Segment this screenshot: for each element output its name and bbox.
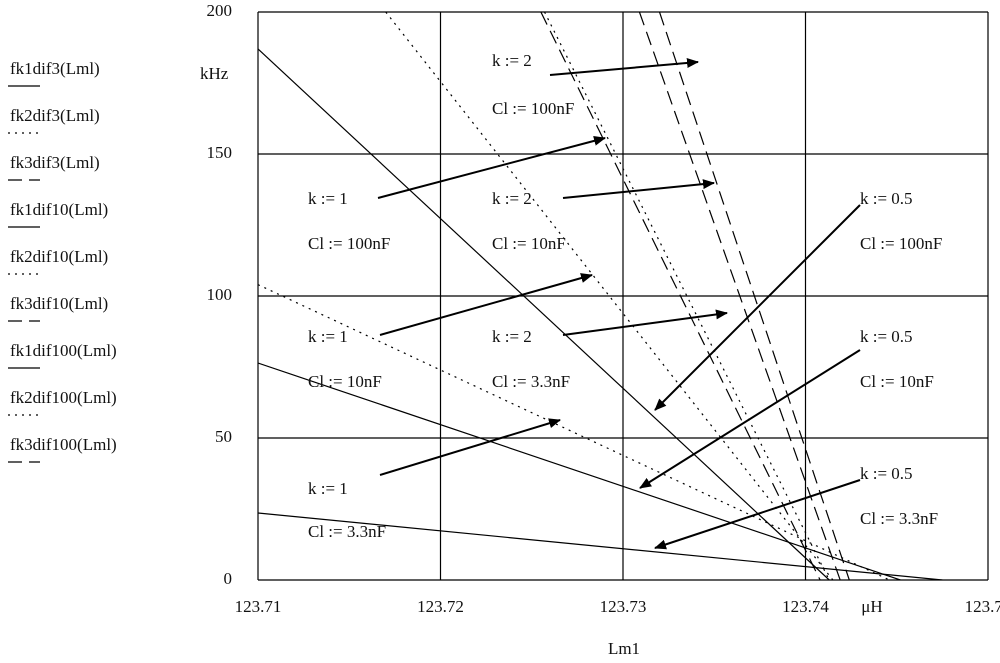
series-line	[540, 12, 821, 580]
annotation: Cl := 10nF	[492, 234, 566, 253]
annotation: k := 0.5	[860, 189, 913, 208]
arrow	[562, 179, 715, 199]
annotation: Cl := 10nF	[308, 372, 382, 391]
arrow	[549, 57, 699, 76]
annotation: k := 2	[492, 189, 532, 208]
arrow	[562, 309, 728, 336]
series-line	[385, 12, 834, 580]
x-tick-label: 123.71	[235, 597, 282, 616]
annotation: k := 2	[492, 327, 532, 346]
series-line	[258, 512, 943, 580]
annotation: k := 0.5	[860, 327, 913, 346]
plot-lines	[258, 12, 943, 580]
arrow	[654, 204, 861, 411]
legend-label: fk1dif3(Lml)	[10, 59, 100, 78]
annotation: k := 1	[308, 189, 348, 208]
y-tick-label: 50	[215, 427, 232, 446]
annotation: Cl := 100nF	[492, 99, 574, 118]
legend-label: fk2dif100(Lml)	[10, 388, 117, 407]
y-tick-label: 150	[207, 143, 233, 162]
annotation: k := 1	[308, 327, 348, 346]
legend-label: fk1dif100(Lml)	[10, 341, 117, 360]
y-unit: kHz	[200, 64, 229, 83]
x-tick-label: 123.73	[600, 597, 647, 616]
series-line	[543, 12, 830, 580]
series-line	[258, 362, 901, 580]
legend-label: fk3dif3(Lml)	[10, 153, 100, 172]
arrow	[379, 273, 593, 336]
series-line	[638, 12, 841, 580]
y-tick-label: 100	[207, 285, 233, 304]
annotation: Cl := 100nF	[308, 234, 390, 253]
annotation: Cl := 10nF	[860, 372, 934, 391]
annotation: k := 2	[492, 51, 532, 70]
arrows	[377, 57, 861, 550]
series-line	[658, 12, 850, 580]
annotation: Cl := 3.3nF	[860, 509, 938, 528]
arrow	[379, 418, 561, 476]
annotation: k := 0.5	[860, 464, 913, 483]
x-tick-label: 123.72	[417, 597, 464, 616]
legend-label: fk3dif10(Lml)	[10, 294, 108, 313]
arrow	[377, 135, 606, 199]
arrow	[639, 349, 861, 489]
annotation: k := 1	[308, 479, 348, 498]
annotation: Cl := 3.3nF	[308, 522, 386, 541]
annotation: Cl := 3.3nF	[492, 372, 570, 391]
legend-label: fk1dif10(Lml)	[10, 200, 108, 219]
annotation: Cl := 100nF	[860, 234, 942, 253]
x-tick-label: 123.74	[782, 597, 829, 616]
series-line	[258, 48, 830, 580]
legend-label: fk3dif100(Lml)	[10, 435, 117, 454]
y-tick-label: 0	[224, 569, 233, 588]
x-unit: μH	[861, 597, 882, 616]
x-tick-label: 123.75	[965, 597, 1000, 616]
y-tick-label: 200	[207, 1, 233, 20]
legend-label: fk2dif10(Lml)	[10, 247, 108, 266]
legend-label: fk2dif3(Lml)	[10, 106, 100, 125]
x-axis-label: Lm1	[608, 639, 640, 658]
